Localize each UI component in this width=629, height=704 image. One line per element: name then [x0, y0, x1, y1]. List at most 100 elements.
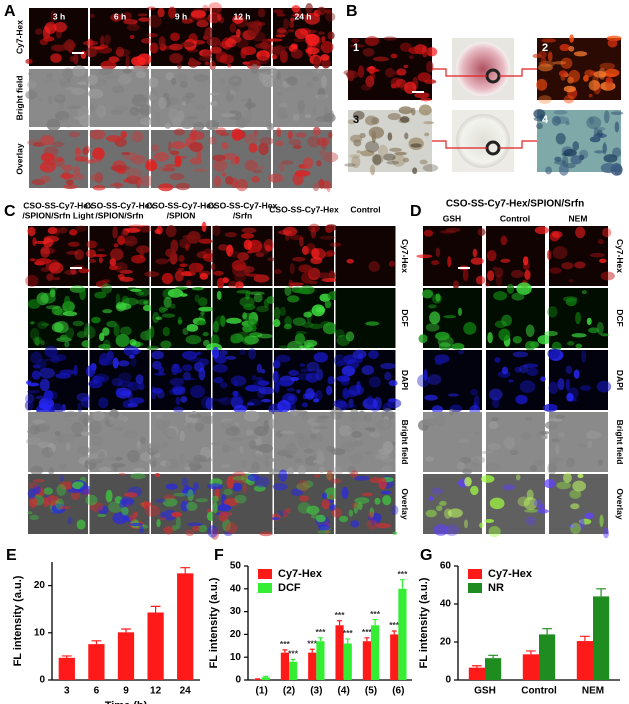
image-texture [424, 132, 430, 137]
image-texture [336, 375, 351, 382]
image-texture [252, 169, 263, 174]
image-texture [184, 485, 190, 490]
image-texture [113, 323, 120, 337]
image-texture [168, 108, 179, 122]
image-texture [251, 375, 257, 381]
image-texture [34, 337, 40, 346]
image-texture [40, 152, 55, 162]
image-texture [130, 473, 146, 480]
image-texture [56, 158, 64, 162]
micrograph [533, 109, 624, 176]
significance-label: *** [370, 609, 381, 619]
image-texture [165, 483, 178, 490]
image-texture [376, 419, 392, 431]
image-texture [479, 522, 484, 528]
image-texture [514, 366, 522, 373]
image-texture [162, 167, 176, 172]
image-texture [320, 54, 330, 61]
image-texture [261, 398, 272, 403]
image-texture [326, 224, 338, 231]
micrograph [486, 282, 552, 351]
image-texture [336, 334, 351, 346]
image-texture [69, 56, 75, 62]
image-texture [551, 231, 563, 238]
image-texture [64, 87, 79, 91]
image-texture [382, 440, 394, 454]
image-texture [173, 406, 184, 413]
image-texture [46, 118, 61, 132]
image-texture [399, 116, 410, 123]
image-texture [92, 147, 105, 161]
image-texture [473, 431, 481, 436]
image-texture [431, 260, 440, 266]
image-texture [536, 508, 549, 514]
image-texture [212, 501, 218, 514]
image-texture [59, 481, 74, 490]
image-texture [154, 498, 167, 503]
image-texture [40, 267, 51, 272]
image-texture [193, 482, 200, 491]
image-texture [31, 370, 41, 380]
micrograph [544, 472, 610, 539]
image-texture [151, 350, 164, 360]
micrograph [144, 221, 219, 286]
image-texture [27, 226, 36, 237]
image-texture [240, 233, 255, 239]
image-texture [34, 240, 49, 244]
image-texture [335, 400, 348, 411]
image-texture [216, 277, 224, 290]
image-texture [451, 343, 465, 350]
x-tick-label: GSH [474, 686, 496, 697]
connector [432, 68, 487, 77]
image-texture [235, 116, 248, 129]
image-number: 4 [542, 114, 549, 126]
image-texture [242, 324, 253, 333]
image-texture [139, 104, 153, 116]
image-texture [553, 61, 567, 65]
image-texture [599, 258, 607, 264]
image-texture [438, 342, 451, 351]
image-texture [58, 505, 71, 510]
image-texture [146, 345, 159, 351]
image-texture [139, 502, 155, 506]
image-texture [181, 101, 186, 106]
micrograph [268, 126, 339, 193]
image-texture [417, 374, 430, 388]
image-texture [149, 460, 157, 468]
image-texture [73, 115, 86, 120]
micrograph [206, 471, 273, 540]
image-texture [30, 327, 40, 341]
image-texture [310, 226, 317, 239]
image-texture [313, 56, 321, 69]
image-texture [189, 157, 203, 165]
image-texture [187, 522, 203, 527]
image-texture [278, 162, 285, 172]
error-bar [61, 655, 72, 658]
image-texture [600, 162, 617, 174]
micrograph [211, 225, 276, 290]
image-texture [250, 63, 259, 75]
row-label: DAPI [615, 370, 625, 390]
image-texture [222, 153, 238, 160]
image-texture [558, 163, 569, 176]
image-texture [192, 40, 206, 45]
image-texture [50, 10, 56, 24]
image-texture [149, 89, 159, 103]
image-texture [323, 251, 333, 258]
significance-label: *** [315, 627, 326, 637]
image-texture [597, 129, 603, 138]
image-texture [129, 522, 144, 527]
image-texture [125, 55, 130, 68]
image-texture [64, 341, 70, 348]
image-texture [27, 511, 33, 515]
legend-swatch [468, 569, 482, 579]
image-texture [199, 272, 209, 280]
image-texture [494, 357, 501, 363]
image-texture [425, 323, 440, 332]
image-texture [178, 254, 185, 263]
image-texture [198, 238, 213, 244]
image-texture [509, 449, 519, 456]
image-texture [600, 333, 609, 337]
image-texture [69, 229, 78, 236]
micrograph [272, 285, 340, 353]
